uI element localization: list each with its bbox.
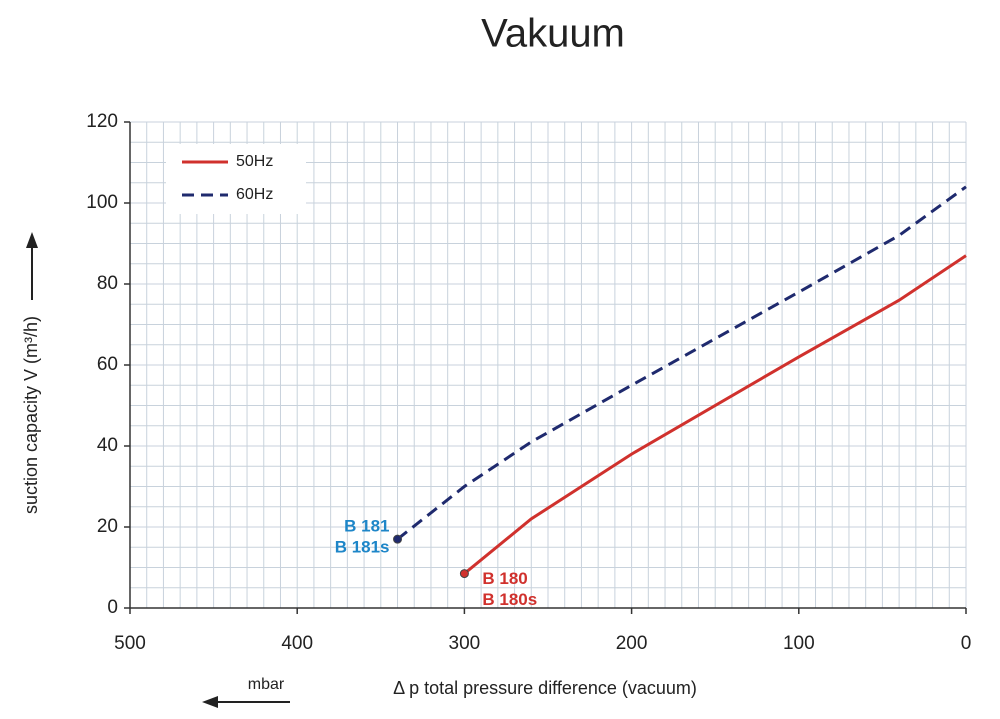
legend-label: 50Hz <box>236 153 273 170</box>
start-marker <box>393 534 403 544</box>
start-marker <box>459 569 469 579</box>
y-tick-label: 100 <box>86 192 118 213</box>
x-tick-label: 100 <box>783 633 815 654</box>
legend-label: 60Hz <box>236 186 273 203</box>
y-tick-label: 80 <box>97 273 118 294</box>
y-tick-label: 40 <box>97 435 118 456</box>
model-label: B 181 <box>344 517 389 536</box>
y-arrow <box>26 232 38 300</box>
x-tick-label: 0 <box>961 633 972 654</box>
x-tick-label: 400 <box>281 633 313 654</box>
y-tick-label: 60 <box>97 354 118 375</box>
x-unit: mbar <box>248 676 285 693</box>
x-tick-label: 300 <box>449 633 481 654</box>
series-line <box>463 254 967 575</box>
x-tick-label: 200 <box>616 633 648 654</box>
model-label: B 181s <box>335 538 390 557</box>
legend-box <box>166 144 306 214</box>
y-tick-label: 20 <box>97 516 118 537</box>
x-arrow <box>202 696 290 708</box>
y-tick-label: 120 <box>86 111 118 132</box>
chart-title: Vakuum <box>481 12 625 56</box>
x-axis-label: Δ p total pressure difference (vacuum) <box>393 678 697 698</box>
y-axis-label: suction capacity V (m³/h) <box>21 316 41 514</box>
model-label: B 180s <box>482 590 537 609</box>
x-tick-label: 500 <box>114 633 146 654</box>
y-tick-label: 0 <box>107 597 118 618</box>
series-line <box>396 185 967 541</box>
model-label: B 180 <box>482 569 527 588</box>
